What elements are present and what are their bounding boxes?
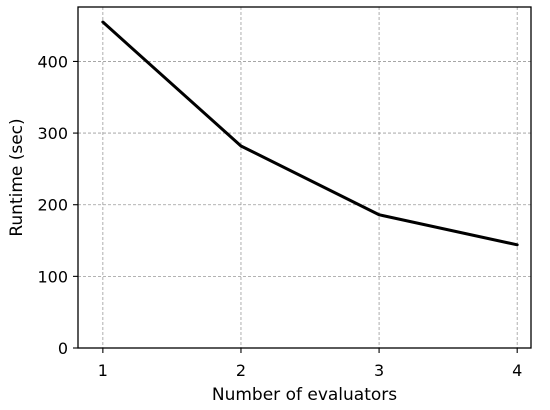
x-tick-label: 3	[374, 361, 384, 380]
plot-frame	[77, 6, 532, 349]
ticks: 1 2 3 4 0 100 200 300 400	[37, 52, 522, 380]
y-axis-label: Runtime (sec)	[7, 118, 27, 236]
x-tick-label: 2	[236, 361, 246, 380]
y-tick-label: 200	[37, 196, 68, 215]
runtime-data-point	[378, 214, 380, 216]
runtime-data-point	[102, 21, 104, 23]
x-tick-label: 4	[512, 361, 522, 380]
y-tick-label: 100	[37, 267, 68, 286]
runtime-series-line	[101, 20, 519, 247]
x-tick-label: 1	[98, 361, 108, 380]
y-tick-label: 400	[37, 52, 68, 71]
runtime-data-point	[240, 145, 242, 147]
x-axis-label: Number of evaluators	[212, 385, 397, 405]
y-tick-label: 0	[58, 339, 68, 358]
y-tick-label: 300	[37, 124, 68, 143]
runtime-data-point	[516, 244, 518, 246]
series-layer	[101, 20, 519, 247]
